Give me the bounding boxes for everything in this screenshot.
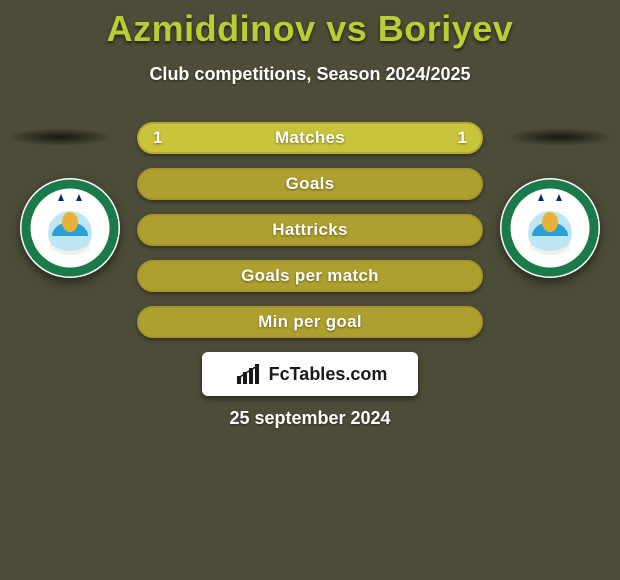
club-badge-right bbox=[500, 178, 600, 278]
stat-row-goals-per-match: Goals per match bbox=[137, 260, 483, 292]
brand-text: FcTables.com bbox=[269, 364, 388, 385]
stat-row-min-per-goal: Min per goal bbox=[137, 306, 483, 338]
brand-card: FcTables.com bbox=[202, 352, 418, 396]
player2-photo-shadow bbox=[506, 128, 614, 146]
stat-label: Min per goal bbox=[258, 312, 362, 332]
stat-left-value: 1 bbox=[153, 128, 162, 148]
stat-label: Hattricks bbox=[272, 220, 347, 240]
stat-right-value: 1 bbox=[458, 128, 467, 148]
pakhtakor-crest-icon bbox=[500, 178, 600, 278]
stat-label: Goals bbox=[286, 174, 335, 194]
stat-label: Matches bbox=[275, 128, 345, 148]
stat-row-goals: Goals bbox=[137, 168, 483, 200]
infographic-date: 25 september 2024 bbox=[229, 408, 390, 429]
page-title: Azmiddinov vs Boriyev bbox=[0, 0, 620, 50]
title-player2: Boriyev bbox=[378, 8, 514, 49]
pakhtakor-crest-icon bbox=[20, 178, 120, 278]
stat-row-matches: 1 Matches 1 bbox=[137, 122, 483, 154]
stat-comparison-list: 1 Matches 1 Goals Hattricks Goals per ma… bbox=[137, 122, 483, 338]
subtitle: Club competitions, Season 2024/2025 bbox=[0, 64, 620, 85]
club-badge-left bbox=[20, 178, 120, 278]
title-vs: vs bbox=[326, 8, 367, 49]
player1-photo-shadow bbox=[6, 128, 114, 146]
bar-chart-icon bbox=[233, 364, 263, 384]
stat-row-hattricks: Hattricks bbox=[137, 214, 483, 246]
stat-label: Goals per match bbox=[241, 266, 379, 286]
title-player1: Azmiddinov bbox=[107, 8, 316, 49]
